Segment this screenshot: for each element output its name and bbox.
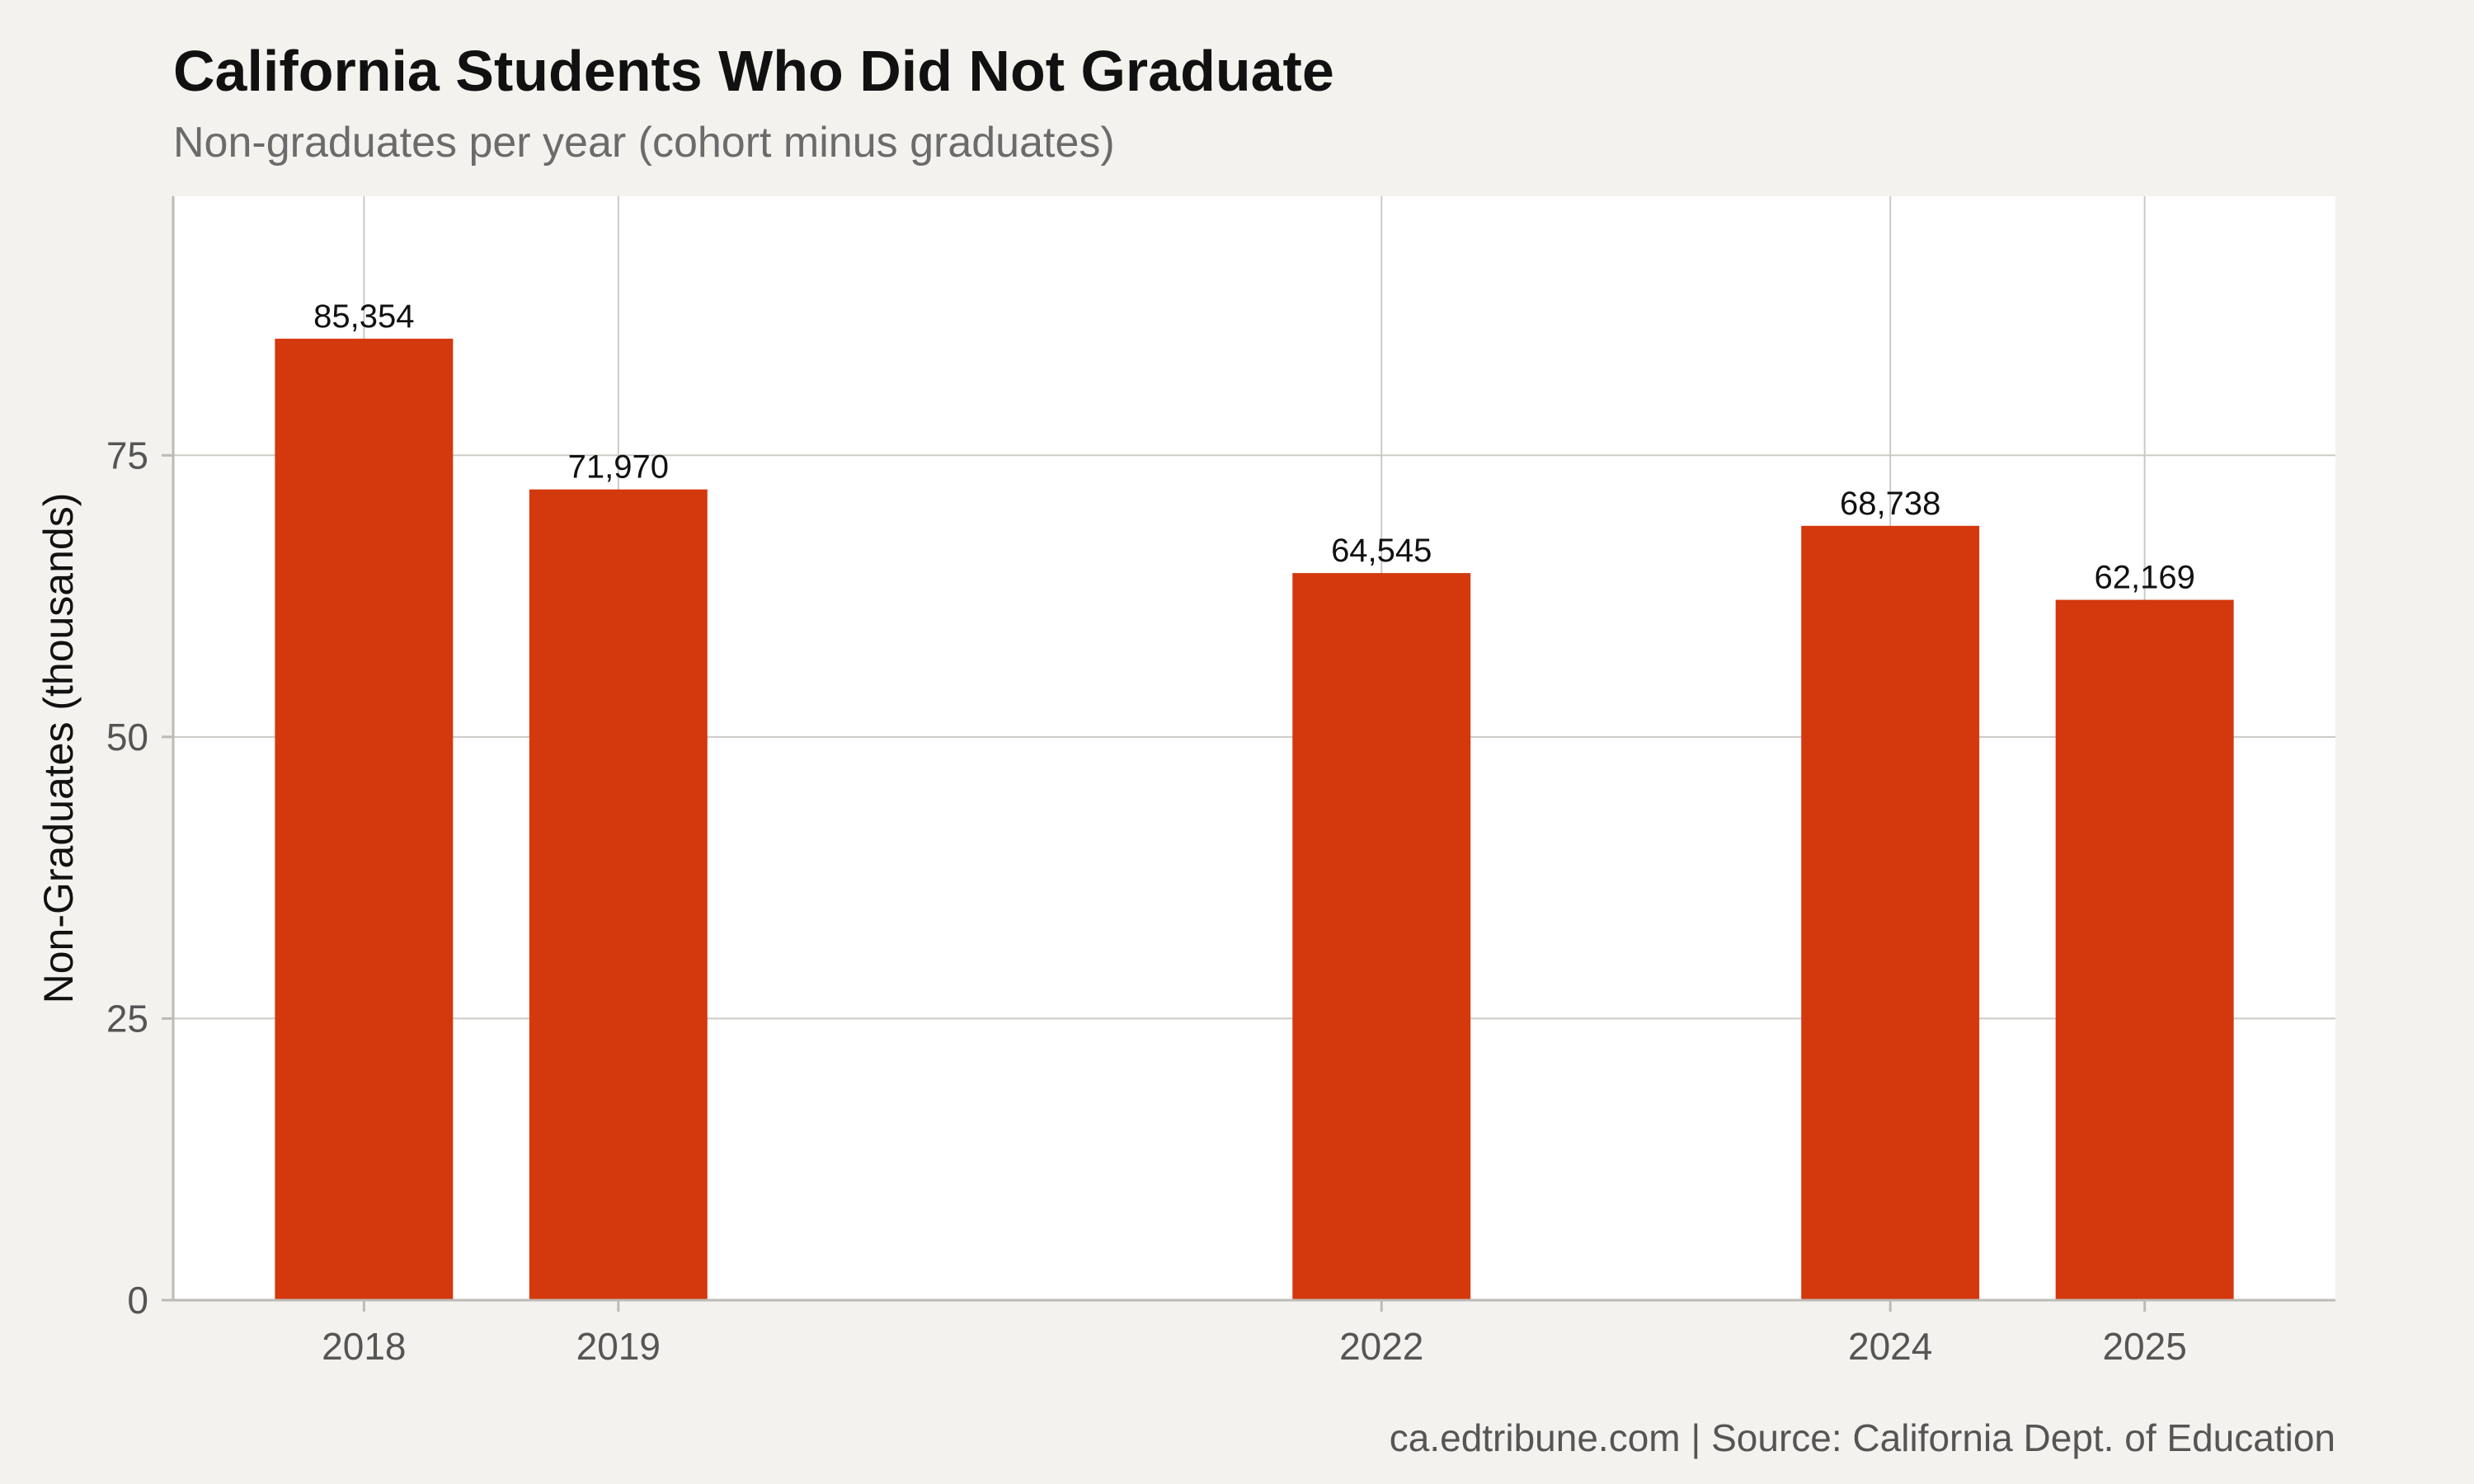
bar-labels: 85,354 71,970 64,545 68,738 62,169: [313, 298, 2195, 596]
bar-label-2025: 62,169: [2094, 560, 2194, 596]
bar-2025: [2055, 599, 2234, 1300]
y-tick-label: 25: [106, 997, 148, 1040]
y-tick-label: 50: [106, 716, 148, 758]
y-tick-labels: 0 25 50 75: [106, 434, 173, 1322]
bars: [275, 338, 2234, 1300]
x-tick-label: 2025: [2102, 1325, 2186, 1368]
bar-2024: [1801, 525, 1980, 1300]
bar-label-2022: 64,545: [1331, 533, 1432, 569]
bar-2018: [275, 338, 454, 1300]
chart-title: California Students Who Did Not Graduate: [173, 39, 1334, 103]
x-tick-label: 2019: [576, 1325, 661, 1368]
y-tick-label: 75: [106, 434, 148, 477]
x-tick-label: 2018: [322, 1325, 406, 1368]
bar-label-2024: 68,738: [1840, 486, 1940, 522]
bar-2019: [529, 489, 708, 1300]
chart-subtitle: Non-graduates per year (cohort minus gra…: [173, 119, 1115, 167]
x-tick-label: 2024: [1848, 1325, 1932, 1368]
chart-caption: ca.edtribune.com | Source: California De…: [1390, 1416, 2335, 1459]
y-tick-label: 0: [127, 1279, 148, 1322]
plot-panel: [173, 196, 2335, 1300]
y-axis-title: Non-Graduates (thousands): [35, 493, 82, 1004]
bar-label-2018: 85,354: [313, 298, 414, 335]
x-tick-labels: 2018 2019 2022 2024 2025: [322, 1300, 2187, 1368]
bar-2022: [1292, 573, 1471, 1300]
bar-label-2019: 71,970: [568, 449, 669, 486]
x-tick-label: 2022: [1339, 1325, 1423, 1368]
